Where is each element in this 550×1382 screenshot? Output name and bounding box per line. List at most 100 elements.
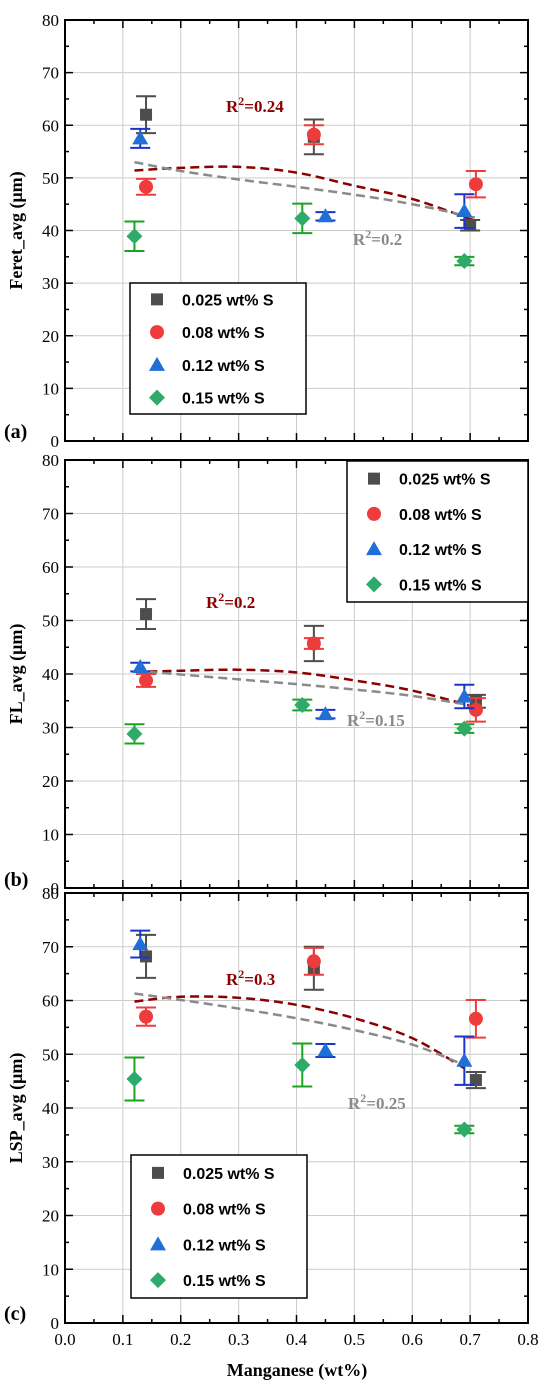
legend-marker-triangle	[149, 356, 165, 371]
y-axis-label: FL_avg (μm)	[6, 624, 27, 725]
y-tick-label: 10	[42, 379, 59, 398]
data-point-square	[140, 108, 153, 121]
fit-curve-dark	[134, 995, 465, 1070]
x-tick-label: 0.6	[402, 1330, 423, 1349]
data-point-diamond	[126, 228, 143, 245]
data-point-triangle	[317, 1042, 334, 1057]
legend-marker-square	[152, 1166, 164, 1179]
legend-label: 0.15 wt% S	[182, 391, 265, 408]
y-tick-label: 30	[42, 1153, 59, 1172]
legend-label: 0.12 wt% S	[399, 542, 482, 559]
r2-label-grey: R2=0.2	[353, 227, 402, 249]
x-tick-label: 0.0	[54, 1330, 75, 1349]
fit-curve-grey	[134, 160, 477, 220]
x-tick-label: 0.5	[344, 1330, 365, 1349]
legend-box	[346, 460, 529, 603]
panel-letter: (b)	[4, 869, 28, 891]
y-tick-label: 20	[42, 327, 59, 346]
data-point-triangle	[132, 936, 149, 951]
data-point-circle	[468, 1011, 483, 1026]
y-tick-label: 0	[51, 1314, 60, 1333]
data-point-diamond	[294, 1057, 311, 1073]
x-tick-label: 0.8	[517, 1330, 538, 1349]
y-tick-label: 70	[42, 505, 59, 524]
y-tick-label: 60	[42, 558, 59, 577]
data-point-diamond	[456, 720, 473, 737]
r2-label-dark: R2=0.24	[226, 94, 284, 116]
y-tick-label: 50	[42, 1045, 59, 1064]
y-tick-label: 20	[42, 1207, 59, 1226]
legend-marker-circle	[150, 325, 164, 340]
data-point-circle	[139, 673, 154, 688]
fit-curve-dark	[134, 165, 477, 223]
legend-label: 0.15 wt% S	[183, 1273, 266, 1290]
legend-marker-square	[368, 472, 380, 485]
legend-label: 0.15 wt% S	[399, 577, 482, 594]
y-tick-label: 30	[42, 274, 59, 293]
y-tick-label: 20	[42, 772, 59, 791]
y-tick-label: 80	[42, 451, 59, 470]
plot-frame	[64, 19, 529, 442]
y-tick-label: 70	[42, 64, 59, 83]
data-point-circle	[306, 127, 321, 142]
plot-frame	[64, 459, 529, 889]
data-point-circle	[139, 1009, 154, 1024]
y-tick-label: 40	[42, 665, 59, 684]
r2-label-dark: R2=0.3	[226, 967, 275, 989]
x-tick-label: 0.7	[460, 1330, 482, 1349]
legend-marker-square	[151, 293, 163, 306]
fit-curve-grey	[134, 992, 465, 1067]
panel-letter: (c)	[4, 1303, 26, 1325]
y-tick-label: 30	[42, 719, 59, 738]
legend-label: 0.025 wt% S	[399, 472, 491, 489]
legend-label: 0.12 wt% S	[182, 358, 265, 375]
legend-label: 0.025 wt% S	[182, 292, 274, 309]
chart-panel-3: 0 10 20 30 40 50 60 70 80 0.0 0.1 0.2 0.3 0.4 0.5 0.6 0.…	[4, 884, 539, 1349]
legend-label: 0.025 wt% S	[183, 1166, 275, 1183]
data-point-triangle	[456, 688, 473, 703]
y-tick-label: 0	[51, 879, 60, 898]
data-point-diamond	[456, 1121, 473, 1138]
data-point-diamond	[294, 697, 311, 714]
legend-label: 0.08 wt% S	[399, 507, 482, 524]
y-axis-label: LSP_avg (μm)	[6, 1053, 27, 1164]
r2-label-grey: R2=0.15	[347, 708, 405, 730]
legend-marker-circle	[367, 506, 381, 521]
data-point-diamond	[456, 253, 473, 270]
y-tick-label: 40	[42, 1099, 59, 1118]
legend-label: 0.08 wt% S	[182, 325, 265, 342]
legend-marker-diamond	[150, 1272, 166, 1289]
legend-marker-circle	[151, 1201, 165, 1216]
data-point-triangle	[456, 1052, 473, 1067]
legend-label: 0.12 wt% S	[183, 1237, 266, 1254]
data-point-square	[469, 1074, 482, 1087]
data-point-circle	[468, 702, 483, 717]
data-point-square	[464, 219, 477, 232]
y-tick-label: 80	[42, 11, 59, 30]
x-tick-label: 0.3	[228, 1330, 249, 1349]
data-point-diamond	[126, 725, 143, 742]
chart-panel-1: 0 10 20 30 40 50 60 70 80 Feret_avg (μm) R2=0.24 R2…	[4, 11, 529, 451]
data-point-circle	[306, 636, 321, 651]
data-point-triangle	[317, 706, 334, 721]
y-tick-label: 40	[42, 222, 59, 241]
data-point-square	[140, 950, 153, 963]
x-tick-label: 0.1	[112, 1330, 133, 1349]
data-point-triangle	[132, 130, 149, 145]
y-tick-label: 80	[42, 884, 59, 903]
data-point-triangle	[456, 203, 473, 218]
fit-curve-grey	[134, 669, 477, 708]
y-tick-label: 50	[42, 169, 59, 188]
data-point-circle	[306, 954, 321, 969]
legend-marker-triangle	[366, 541, 382, 556]
data-point-triangle	[317, 208, 334, 223]
legend-marker-diamond	[366, 576, 382, 593]
legend-marker-diamond	[149, 389, 165, 406]
y-tick-label: 0	[51, 432, 60, 451]
y-tick-label: 60	[42, 992, 59, 1011]
chart-panel-2: 0 10 20 30 40 50 60 70 80 FL_avg (μm) R2=0.2 R2=0.1…	[4, 451, 529, 898]
r2-label-dark: R2=0.2	[206, 590, 255, 612]
data-point-diamond	[294, 210, 311, 227]
x-axis-label: Manganese (wt%)	[227, 1360, 367, 1381]
